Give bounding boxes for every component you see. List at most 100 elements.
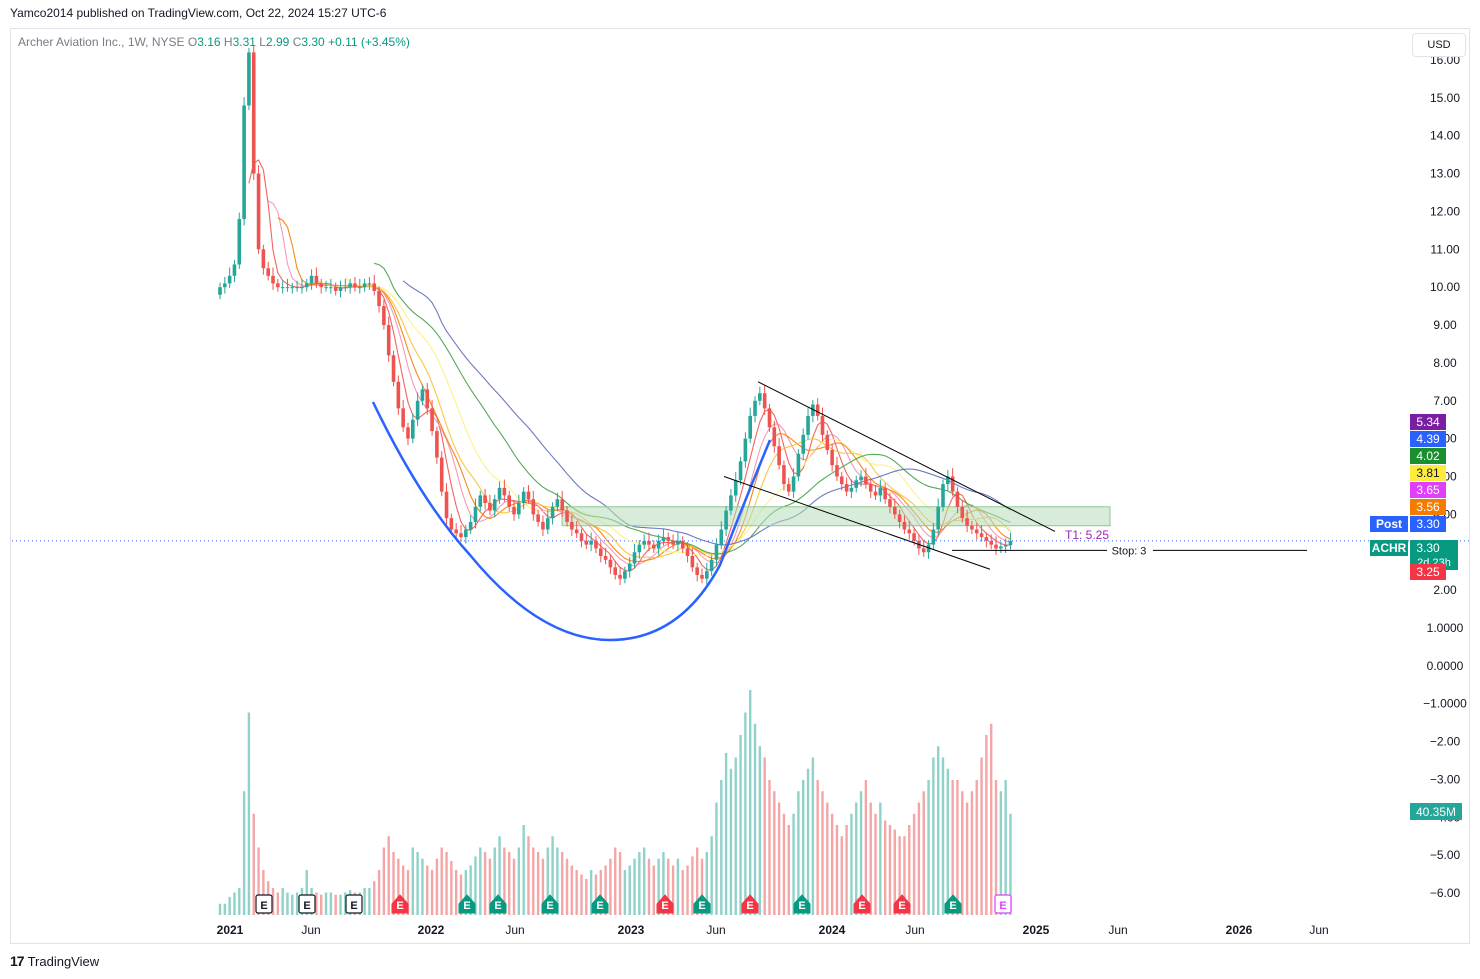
candle-body [521, 491, 526, 504]
volume-bar [638, 852, 641, 915]
volume-bar [676, 858, 680, 915]
candle-body [411, 419, 415, 439]
volume-bar [493, 847, 496, 915]
candle-body [536, 514, 540, 522]
candle-body [623, 571, 627, 579]
earnings-letter: E [858, 900, 865, 912]
open-label: O [187, 35, 198, 49]
close-value: 3.30 [301, 35, 325, 49]
volume-bar [686, 865, 689, 915]
volume-bar [888, 825, 892, 915]
price-label: 3.56 [1410, 499, 1446, 515]
volume-bar [474, 856, 477, 915]
volume-bar [932, 757, 935, 915]
volume-bar [421, 858, 424, 915]
price-label: 5.34 [1410, 414, 1446, 430]
candle-body [280, 287, 285, 289]
y-tick-label: 8.00 [1433, 356, 1457, 370]
volume-bar [532, 847, 535, 915]
candle-body [656, 540, 661, 549]
low-value: 2.99 [265, 35, 290, 49]
volume-bar [228, 897, 231, 915]
candle-body [324, 287, 328, 289]
volume-bar [908, 825, 911, 915]
volume-bar [980, 757, 983, 915]
high-value: 3.31 [232, 35, 256, 49]
y-tick-label: 11.00 [1430, 242, 1459, 256]
volume-bar [223, 903, 227, 915]
candle-body [242, 105, 246, 220]
price-label-bg [1410, 414, 1446, 430]
candle-body [598, 548, 603, 557]
candle-body [738, 461, 743, 481]
volume-bar [541, 858, 545, 915]
earnings-marker: E [489, 894, 507, 914]
volume-bar [657, 858, 660, 915]
moving-average-line [374, 262, 1011, 555]
candle-body [309, 275, 314, 284]
volume-bar [498, 836, 501, 915]
candle-body [642, 540, 646, 545]
candle-body [271, 275, 275, 284]
volume-bar [830, 813, 834, 915]
earnings-badge [458, 894, 476, 914]
candle-body [483, 495, 487, 504]
candle-body [999, 546, 1003, 549]
volume-bar [758, 746, 762, 915]
earnings-letter: E [898, 900, 905, 912]
candle-body [338, 287, 343, 291]
candle-body [666, 537, 671, 541]
volume-bar [797, 791, 800, 915]
earnings-letter: E [546, 900, 553, 912]
candle-body [285, 287, 290, 289]
volume-bar [257, 847, 260, 915]
candle-body [565, 510, 569, 522]
candle-body [989, 540, 993, 545]
candle-body [777, 446, 781, 466]
candle-body [835, 465, 839, 477]
candle-body [820, 415, 825, 435]
earnings-marker: E [793, 894, 811, 914]
candle-body [406, 427, 410, 439]
volume-bar [811, 757, 815, 915]
candle-body [724, 510, 728, 530]
candle-body [319, 283, 324, 288]
candle-body [868, 484, 873, 492]
price-label-bg [1410, 564, 1446, 580]
price-label-text: 4.39 [1416, 432, 1440, 446]
candle-body [468, 521, 473, 530]
volume-bar [435, 858, 439, 915]
volume-bar [368, 888, 371, 915]
candle-body [974, 529, 979, 534]
candle-body [714, 544, 719, 560]
candle-body [266, 268, 270, 276]
earnings-marker: E [255, 894, 273, 914]
volume-bar [956, 780, 959, 915]
price-label-prefix: Post [1376, 517, 1402, 531]
volume-bar [777, 802, 781, 915]
volume-bar [763, 757, 766, 915]
currency-button[interactable]: USD [1412, 33, 1466, 57]
candle-body [705, 571, 709, 579]
volume-bars [218, 690, 1012, 915]
volume-bar [681, 870, 684, 915]
price-label-text: 3.30 [1416, 517, 1440, 531]
earnings-marker: E [893, 894, 911, 914]
candle-body [618, 574, 622, 579]
x-tick-label: Jun [905, 923, 924, 937]
x-tick-label: Jun [1108, 923, 1127, 937]
volume-bar [720, 780, 723, 915]
x-tick-label: 2024 [819, 923, 846, 937]
candle-body [232, 264, 237, 276]
volume-bar [406, 870, 410, 915]
candle-body [439, 457, 444, 492]
footer-brand[interactable]: 17 TradingView [10, 953, 99, 969]
x-tick-label: 2025 [1023, 923, 1050, 937]
volume-bar [479, 847, 482, 915]
volume-bar [238, 888, 241, 915]
volume-bar [320, 894, 323, 915]
price-label-bg [1410, 465, 1446, 481]
price-label: 4.02 [1410, 448, 1446, 464]
candle-body [733, 480, 738, 496]
